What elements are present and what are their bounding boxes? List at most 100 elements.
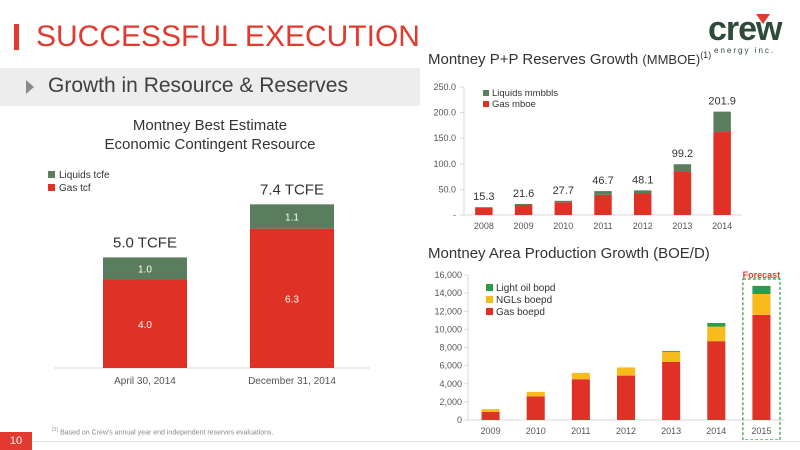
total-label: 5.0 TCFE: [113, 234, 177, 251]
bar-gas-2012: [616, 375, 636, 420]
footnote-text: Based on Crew's annual year end independ…: [60, 429, 274, 437]
legend-swatch: [486, 284, 493, 291]
x-tick-label: 2013: [672, 221, 692, 231]
x-tick-label: 2009: [481, 426, 501, 436]
forecast-box: [742, 278, 781, 440]
legend-swatch: [48, 171, 55, 178]
x-tick-label: 2013: [661, 426, 681, 436]
section-arrow-icon: [26, 80, 34, 94]
resource-chart: 4.0 1.0 5.0 TCFE April 30, 2014 6.3 1.1 7.4 TC…: [48, 170, 370, 387]
bar-gas-2008: [475, 207, 493, 215]
bar-gas-2009: [481, 411, 500, 420]
resource-chart-title-line-1: Montney Best Estimate: [132, 117, 288, 134]
bar-liquids-2008: [475, 207, 493, 208]
bar-gas-1: [250, 228, 334, 368]
legend-swatch: [486, 296, 493, 303]
x-tick-label: 2010: [526, 426, 546, 436]
x-tick-label: 2009: [514, 221, 534, 231]
y-tick-label: 14,000: [434, 288, 462, 298]
resource-chart-title: Montney Best Estimate Economic Contingen…: [60, 116, 360, 154]
reserves-chart-title-note: (1): [700, 50, 712, 60]
legend-swatch: [483, 90, 489, 96]
footer-divider: [0, 441, 800, 442]
y-tick-label: 0: [457, 415, 462, 425]
reserves-chart-title-text: Montney P+P Reserves Growth: [428, 51, 639, 68]
x-tick-label: 2008: [474, 221, 494, 231]
x-tick-label: 2015: [751, 426, 771, 436]
total-label: 7.4 TCFE: [260, 181, 324, 198]
total-label: 48.1: [632, 174, 653, 186]
reserves-chart: - 50.0 100.0 150.0 200.0 250.0 15.3 2008 21.6 200…: [433, 82, 742, 231]
bar-gas-2013: [662, 362, 681, 420]
logo-chevron-icon: [756, 14, 770, 24]
legend-entry: Light oil bopd: [496, 283, 556, 294]
bar-light-oil-2014: [707, 323, 726, 327]
bar-gas-2009: [514, 205, 533, 215]
bar-liquids-2009: [514, 203, 533, 206]
resource-chart-title-line-2: Economic Contingent Resource: [104, 136, 316, 153]
bar-liquids-1: [250, 204, 334, 229]
page-number: 10: [0, 432, 32, 450]
data-label: 1.0: [138, 264, 152, 275]
bar-liquids-2010: [554, 200, 573, 203]
x-tick-label: 2010: [553, 221, 573, 231]
data-label: 4.0: [138, 320, 152, 331]
bar-ngl-2013: [662, 352, 681, 362]
x-tick-label: December 31, 2014: [248, 376, 336, 387]
y-tick-label: 4,000: [439, 379, 462, 389]
bar-ngl-2010: [526, 391, 545, 397]
logo-tagline: energy inc.: [714, 46, 776, 55]
bar-liquids-2013: [673, 164, 692, 172]
total-label: 46.7: [592, 175, 613, 187]
data-label: 1.1: [285, 212, 299, 223]
legend-entry: NGLs boepd: [496, 295, 552, 306]
x-tick-label: 2011: [571, 426, 590, 436]
total-label: 201.9: [708, 96, 736, 108]
bar-liquids-2012: [633, 190, 652, 194]
legend-entry: Gas mboe: [492, 99, 536, 110]
y-tick-label: 50.0: [438, 184, 456, 194]
x-tick-label: April 30, 2014: [114, 376, 176, 387]
production-chart-title: Montney Area Production Growth (BOE/D): [428, 245, 710, 262]
legend-entry: Liquids tcfe: [59, 170, 110, 181]
y-tick-label: 100.0: [433, 159, 456, 169]
total-label: 99.2: [672, 148, 693, 160]
y-tick-label: 200.0: [433, 108, 456, 118]
section-title: Growth in Resource & Reserves: [48, 74, 348, 97]
bar-light-oil-2015: [752, 285, 771, 295]
page-title: SUCCESSFUL EXECUTION: [36, 20, 420, 53]
bar-ngl-2012: [616, 367, 636, 376]
legend-swatch: [48, 184, 55, 191]
legend-entry: Gas boepd: [496, 307, 545, 318]
bar-gas-2011: [571, 379, 590, 420]
y-tick-label: 250.0: [433, 82, 456, 92]
production-chart: 0 2,000 4,000 6,000 8,000 10,000 12,000 14,000 1…: [434, 270, 784, 440]
bar-gas-2010: [554, 202, 573, 215]
bar-gas-2011: [594, 194, 612, 215]
bar-gas-2012: [633, 193, 652, 215]
y-tick-label: 150.0: [433, 133, 456, 143]
bar-gas-2015: [752, 314, 771, 420]
y-tick-label: 12,000: [434, 306, 462, 316]
bar-ngl-2014: [707, 326, 726, 342]
y-tick-label: 2,000: [439, 397, 462, 407]
bar-light-oil-2013: [662, 351, 681, 353]
y-tick-label: 16,000: [434, 270, 462, 280]
forecast-label: Forecast: [743, 270, 781, 280]
bar-gas-2014: [713, 132, 731, 215]
bar-gas-0: [103, 279, 187, 368]
title-accent-bar: [14, 24, 19, 50]
legend-swatch: [483, 101, 489, 107]
footnote-marker: (1): [52, 427, 59, 433]
y-tick-label: -: [453, 210, 456, 220]
total-label: 21.6: [513, 188, 534, 200]
bar-ngl-2009: [481, 409, 500, 412]
x-tick-label: 2014: [712, 221, 732, 231]
bar-liquids-2014: [713, 111, 731, 133]
y-tick-label: 10,000: [434, 324, 462, 334]
footnote: (1) Based on Crew's annual year end inde…: [52, 427, 274, 436]
legend-entry: Liquids mmbbls: [492, 88, 558, 99]
y-tick-label: 8,000: [439, 343, 462, 353]
bar-gas-2010: [526, 396, 545, 420]
bar-ngl-2015: [752, 294, 771, 315]
